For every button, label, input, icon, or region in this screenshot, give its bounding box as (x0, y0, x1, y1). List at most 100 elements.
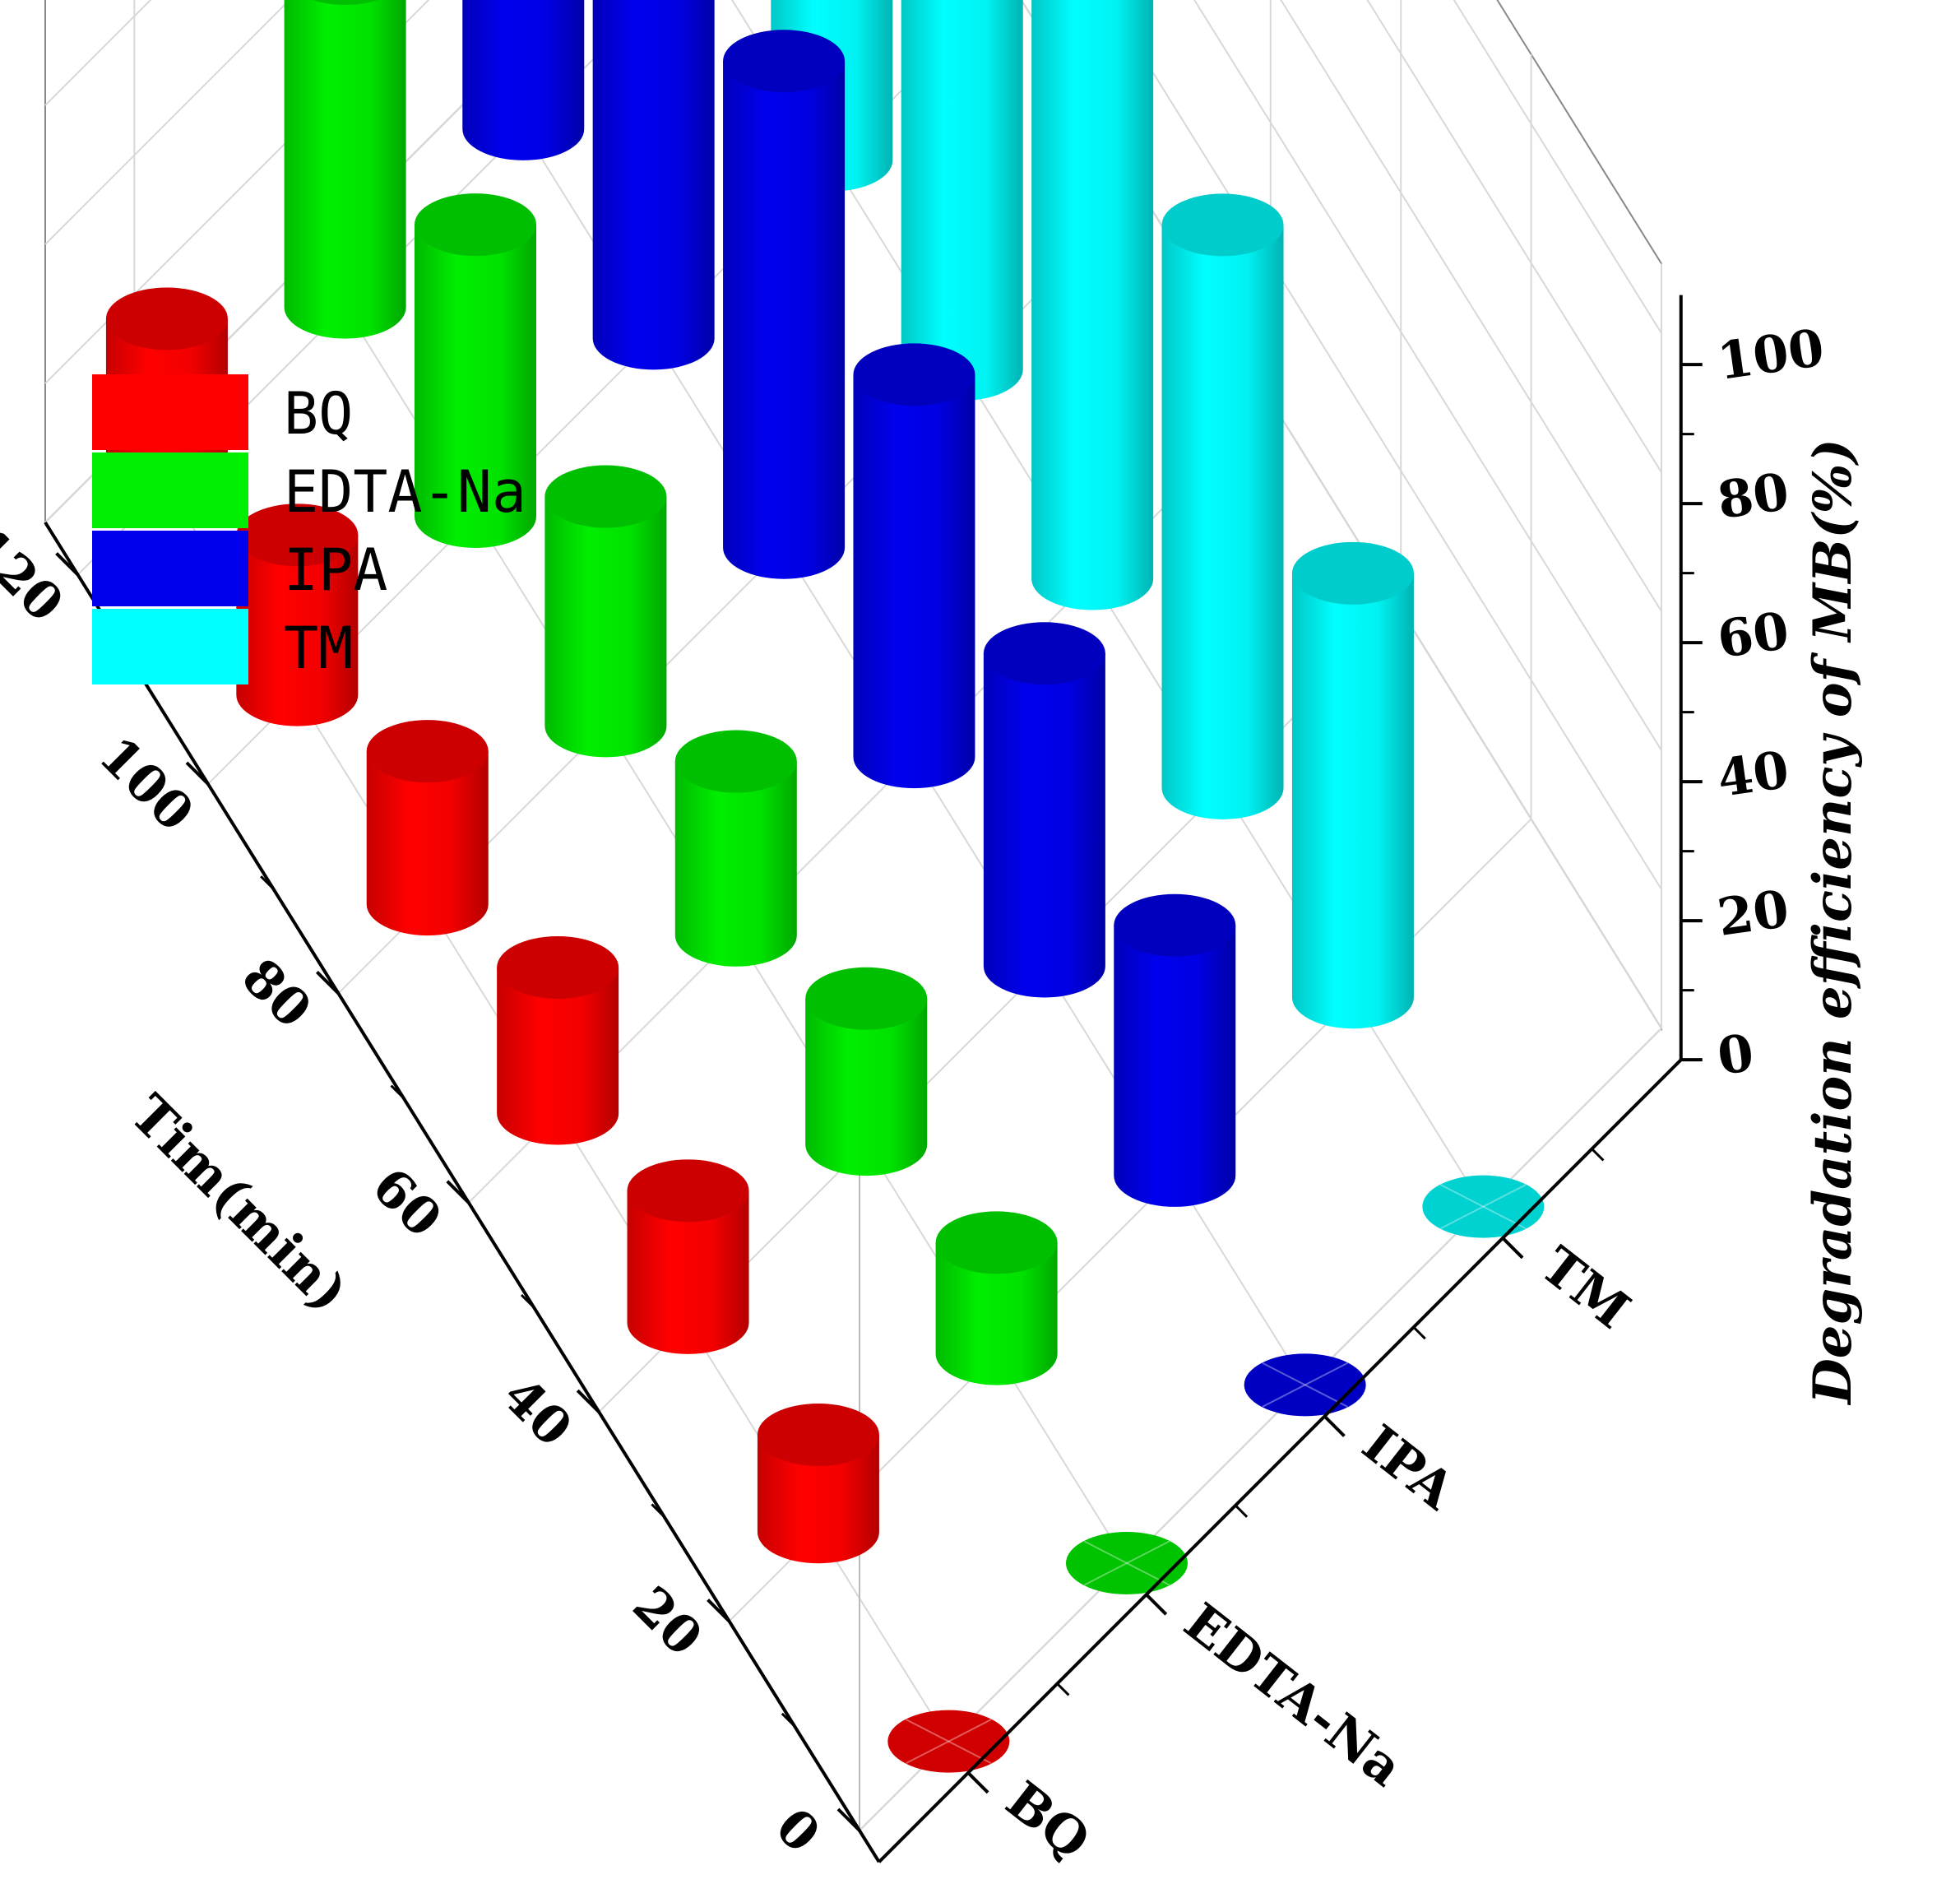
bar-top (366, 720, 489, 783)
bar-body (1114, 925, 1236, 1207)
time-tick (836, 1807, 861, 1832)
category-minor-tick (1412, 1326, 1426, 1340)
category-tick (1323, 1415, 1346, 1437)
z-axis-title: Degradation efficiency of MB(%) (1802, 439, 1864, 1406)
legend-label-BQ: BQ (284, 380, 353, 448)
grid-z-category-wall (1453, 0, 1662, 334)
bar-body (627, 1190, 749, 1354)
time-minor-tick (390, 1084, 405, 1099)
bar-top (1161, 193, 1284, 257)
bar-top (853, 343, 975, 406)
bar-IPA-60 (853, 343, 975, 789)
bar-TM-20 (1291, 541, 1414, 1029)
legend-swatch-TM (92, 609, 248, 684)
grid-z-time-wall (44, 0, 291, 245)
bar-base-disc (887, 1710, 1010, 1773)
bar-body (497, 968, 619, 1145)
z-tick-label: 20 (1714, 879, 1793, 948)
time-tick-label: 0 (764, 1797, 832, 1864)
bar-body (366, 751, 489, 936)
bar-top (105, 287, 228, 350)
bar-top (674, 730, 797, 793)
bar-EDTA-Na-20 (935, 1211, 1058, 1385)
category-tick (1145, 1593, 1168, 1616)
legend-label-EDTA-Na: EDTA-Na (284, 458, 526, 526)
bar-BQ-60 (497, 936, 619, 1145)
z-tick-label: 60 (1714, 601, 1793, 670)
bar-BQ-100 (236, 503, 359, 726)
bar-BQ-20 (757, 1403, 879, 1564)
time-tick-label: 40 (491, 1366, 584, 1459)
legend-swatch-EDTA-Na (92, 452, 248, 528)
category-minor-tick (1591, 1148, 1605, 1162)
bar-top (1291, 541, 1414, 605)
bar-IPA-40 (983, 622, 1105, 998)
bar-top (935, 1211, 1058, 1274)
legend-swatch-BQ (92, 374, 248, 450)
time-tick-label: 60 (361, 1156, 454, 1249)
bar-body (853, 374, 975, 789)
time-tick-label: 20 (621, 1575, 714, 1668)
category-tick-label: IPA (1351, 1413, 1467, 1521)
bar-top (415, 193, 536, 257)
bar-base-cross (1083, 1540, 1170, 1586)
bar-body (935, 1242, 1058, 1385)
time-tick (576, 1389, 600, 1413)
time-tick (185, 761, 210, 786)
bar-body (674, 761, 797, 967)
bar-base-cross (1083, 1540, 1170, 1586)
z-tick-label: 0 (1714, 1023, 1758, 1087)
time-minor-tick (260, 875, 275, 890)
legend-label-TM: TM (284, 615, 353, 682)
bar-EDTA-Na-80 (544, 465, 667, 758)
bar-top (497, 936, 619, 1000)
bar-base-disc (1244, 1353, 1366, 1417)
bar-base-cross (1440, 1184, 1527, 1230)
category-tick-label: TM (1530, 1235, 1641, 1340)
category-tick (966, 1771, 989, 1794)
bar-top (236, 503, 359, 567)
bar-EDTA-Na-0 (1066, 1532, 1188, 1594)
bar-TM-0 (1422, 1175, 1545, 1238)
bar-IPA-0 (1244, 1353, 1366, 1417)
bar-EDTA-Na-40 (805, 967, 928, 1176)
bar-body (1161, 225, 1284, 819)
time-minor-tick (520, 1293, 535, 1309)
category-minor-tick (1235, 1504, 1249, 1518)
bar-BQ-80 (366, 720, 489, 936)
bar-IPA-100 (592, 0, 715, 370)
bar-body (544, 496, 667, 758)
time-minor-tick (651, 1503, 665, 1518)
bar-base-cross (1262, 1362, 1348, 1408)
bar-body (983, 653, 1105, 998)
bar-base-cross (906, 1719, 992, 1765)
time-tick (446, 1180, 470, 1204)
bar-body (462, 0, 585, 160)
time-axis-line (44, 521, 881, 1863)
grid-z-category-wall (1280, 0, 1662, 612)
bar-IPA-20 (1114, 893, 1236, 1207)
bar-body (592, 0, 715, 370)
bar-TM-80 (901, 0, 1023, 401)
legend: BQ EDTA-Na IPA TM (92, 374, 526, 684)
time-tick (315, 970, 340, 995)
bar-body (901, 0, 1023, 401)
bar-TM-60 (1031, 0, 1154, 610)
bar-EDTA-Na-60 (674, 730, 797, 967)
time-tick (55, 552, 80, 577)
bar-body (805, 998, 928, 1176)
bar-EDTA-Na-100 (415, 193, 536, 548)
grid-z-category-wall (1193, 0, 1662, 751)
bar-body (1291, 573, 1414, 1029)
bar-base-disc (1066, 1532, 1188, 1594)
grid-floor-time (859, 1028, 1662, 1831)
legend-swatch-IPA (92, 531, 248, 606)
bar-body (723, 61, 846, 579)
z-tick-label: 80 (1714, 462, 1793, 531)
bar-base-cross (1440, 1184, 1527, 1230)
bar-BQ-40 (627, 1159, 749, 1354)
bar-body (236, 535, 359, 726)
category-tick-label: BQ (995, 1770, 1101, 1871)
z-tick-label: 100 (1714, 318, 1828, 392)
